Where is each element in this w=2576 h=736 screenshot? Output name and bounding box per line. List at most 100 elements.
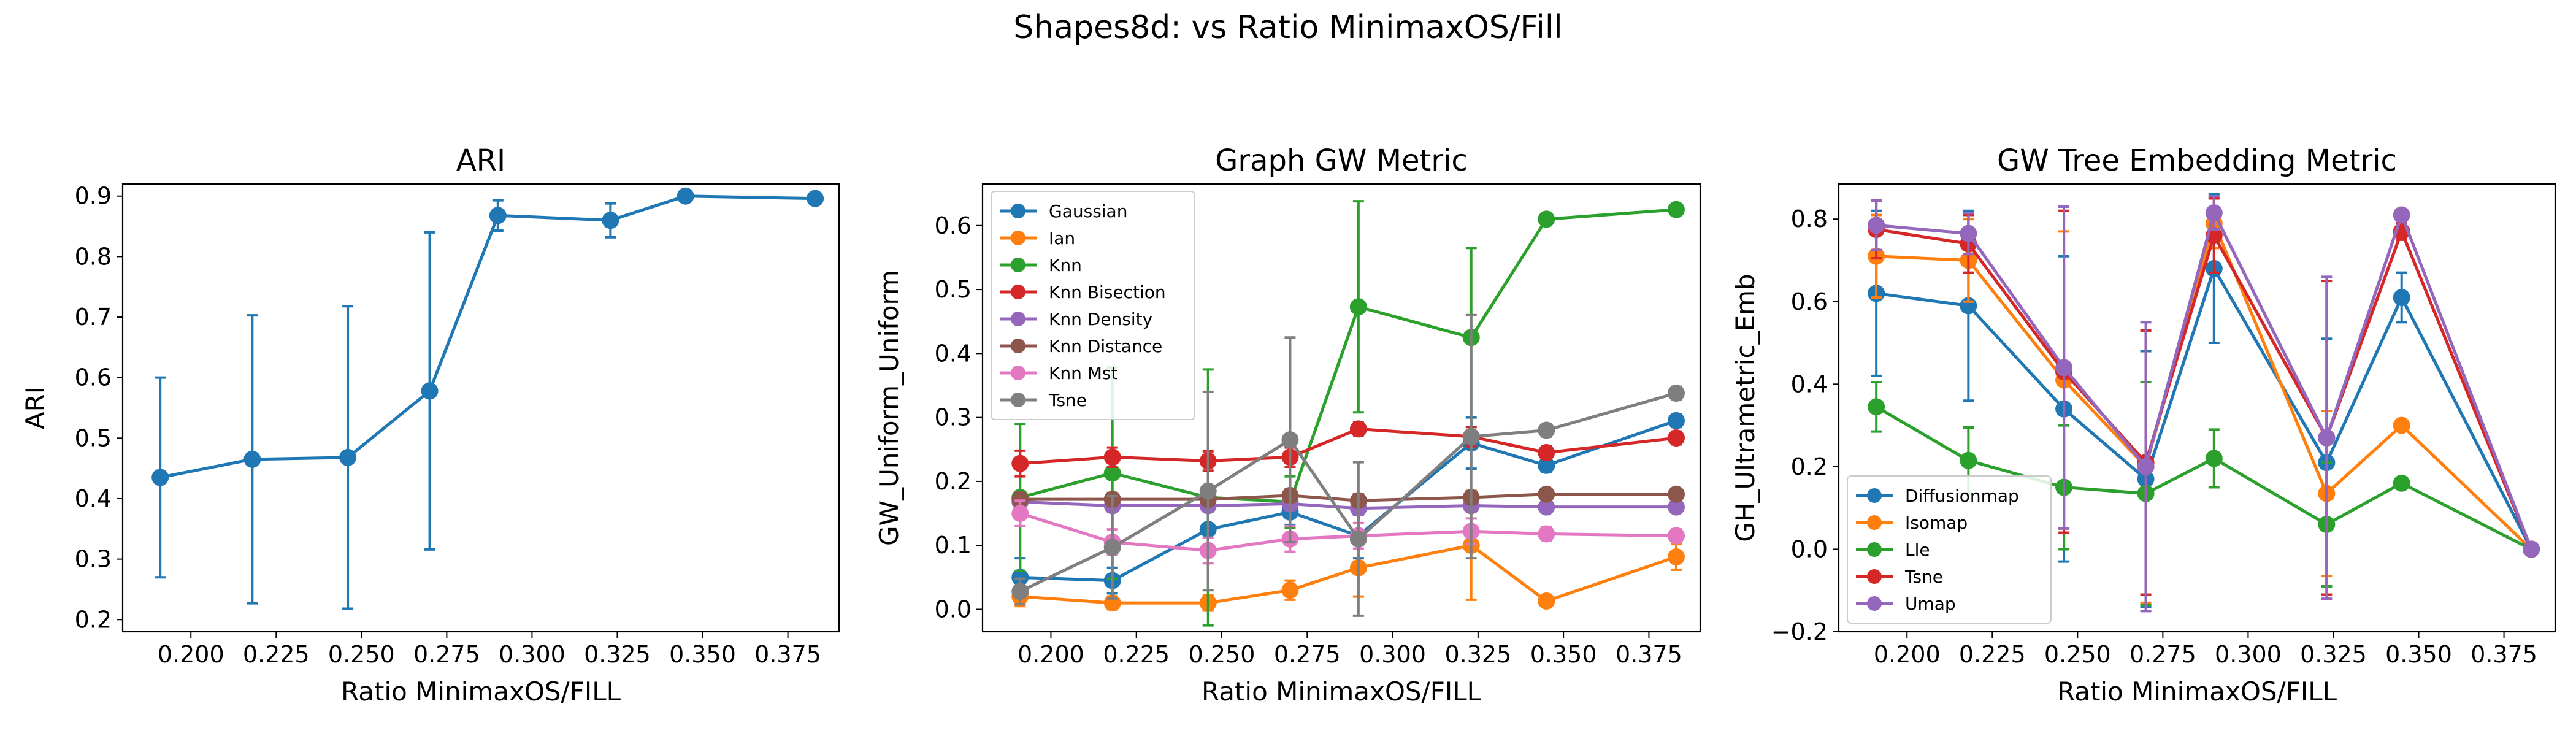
legend-marker (1011, 231, 1025, 245)
x-axis-label: Ratio MinimaxOS/FILL (341, 677, 621, 707)
data-point (2205, 204, 2223, 222)
data-point (1668, 527, 1685, 545)
x-tick-label: 0.375 (1616, 641, 1682, 668)
data-point (1960, 224, 1977, 242)
data-point (421, 382, 439, 400)
legend-box (991, 191, 1195, 420)
ari-panel: ARI 0.200 0.225 0.250 0.275 0.300 0.325 0.350 0.… (20, 144, 840, 707)
y-tick-label: 0.9 (75, 183, 112, 210)
y-tick-label: 0.1 (935, 532, 972, 559)
legend-item: Knn Bisection (1000, 282, 1166, 302)
x-tick-label: 0.275 (413, 641, 480, 668)
x-tick-label: 0.200 (158, 641, 224, 668)
y-tick-label: 0.4 (75, 485, 112, 512)
legend-marker (1011, 393, 1025, 407)
data-point (2318, 429, 2336, 447)
legend-marker (1011, 258, 1025, 272)
data-point (1538, 592, 1555, 610)
x-axis-label: Ratio MinimaxOS/FILL (2057, 677, 2337, 707)
axes-frame (1838, 183, 2556, 633)
y-tick-label: 0.6 (935, 212, 972, 239)
y-tick-label: 0.7 (75, 304, 112, 331)
x-tick-label: 0.225 (1959, 641, 2026, 668)
x-tick-label: 0.300 (499, 641, 565, 668)
data-point (2055, 359, 2073, 377)
data-point (2137, 458, 2155, 475)
legend-marker (1011, 285, 1025, 299)
data-point (1960, 451, 1977, 469)
series-umap (1868, 195, 2540, 613)
data-point (1538, 456, 1555, 474)
data-point (1538, 421, 1555, 439)
data-point (1103, 539, 1121, 556)
legend-item: Tsne (1856, 567, 1943, 587)
data-point (1462, 427, 1480, 445)
legend-box (1847, 475, 2052, 624)
data-point (1011, 583, 1029, 600)
x-tick-label: 0.250 (1189, 641, 1255, 668)
series-line (1875, 405, 2532, 551)
x-axis-label: Ratio MinimaxOS/FILL (1202, 677, 1482, 707)
data-point (1199, 482, 1217, 500)
series-line (1019, 512, 1677, 553)
legend-label: Diffusionmap (1905, 486, 2019, 506)
legend-label: Lle (1905, 540, 1930, 560)
axes-frame (121, 183, 840, 633)
series-line (1876, 211, 2533, 550)
legend-marker (1867, 488, 1882, 503)
y-tick-label: 0.6 (75, 364, 112, 391)
series-line (1020, 419, 1677, 583)
data-point (2523, 540, 2540, 558)
legend-label: Isomap (1905, 513, 1968, 533)
y-tick-label: 0.4 (1791, 370, 1828, 397)
series-line (1020, 543, 1677, 605)
x-tick-label: 0.200 (1874, 641, 1941, 668)
y-tick-label: 0.3 (935, 404, 972, 431)
panel-title: Graph GW Metric (1215, 144, 1468, 178)
legend-marker (1867, 569, 1882, 584)
data-point (1281, 431, 1299, 449)
data-point (1868, 398, 1885, 416)
legend-marker (1011, 312, 1025, 326)
data-point (1349, 530, 1367, 548)
legend-label: Knn Bisection (1049, 282, 1166, 302)
data-point (489, 207, 507, 224)
series-line (159, 194, 816, 479)
y-tick-label: 0.5 (75, 424, 112, 451)
legend-label: Umap (1905, 594, 1956, 614)
y-tick-label: −0.2 (1771, 618, 1828, 645)
legend-marker (1867, 515, 1882, 530)
y-axis-label: GH_Ultrametric_Emb (1730, 274, 1760, 542)
data-point (1538, 210, 1555, 228)
x-tick-label: 0.325 (584, 641, 651, 668)
axes-frame (981, 183, 1701, 633)
legend-label: Knn Distance (1049, 336, 1162, 356)
data-point (1668, 412, 1685, 429)
data-point (1349, 420, 1367, 438)
series-line (1019, 208, 1677, 504)
x-tick-label: 0.250 (2044, 641, 2111, 668)
y-axis-label: GW_Uniform_Uniform (874, 270, 904, 546)
legend-label: Gaussian (1049, 201, 1127, 221)
legend: Gaussian Ian Knn Knn Bisection Knn Density Kn… (991, 191, 1195, 420)
y-tick-label: 0.0 (935, 596, 972, 623)
y-tick-label: 0.8 (1791, 205, 1828, 232)
legend-item: Lle (1856, 540, 1930, 560)
data-point (1011, 491, 1029, 508)
data-point (1349, 298, 1367, 316)
y-tick-label: 0.0 (1791, 535, 1828, 562)
legend-item: Ian (1000, 228, 1075, 248)
data-point (2393, 474, 2410, 492)
legend-item: Knn (1000, 255, 1082, 275)
data-point (2393, 289, 2410, 307)
data-point (1103, 448, 1121, 466)
data-point (602, 212, 619, 229)
legend-label: Tsne (1904, 567, 1943, 587)
data-point (243, 450, 261, 468)
data-point (1668, 429, 1685, 447)
legend-marker (1011, 339, 1025, 353)
data-point (807, 190, 824, 207)
x-tick-label: 0.225 (243, 641, 310, 668)
legend-marker (1011, 366, 1025, 380)
data-point (1281, 581, 1299, 599)
